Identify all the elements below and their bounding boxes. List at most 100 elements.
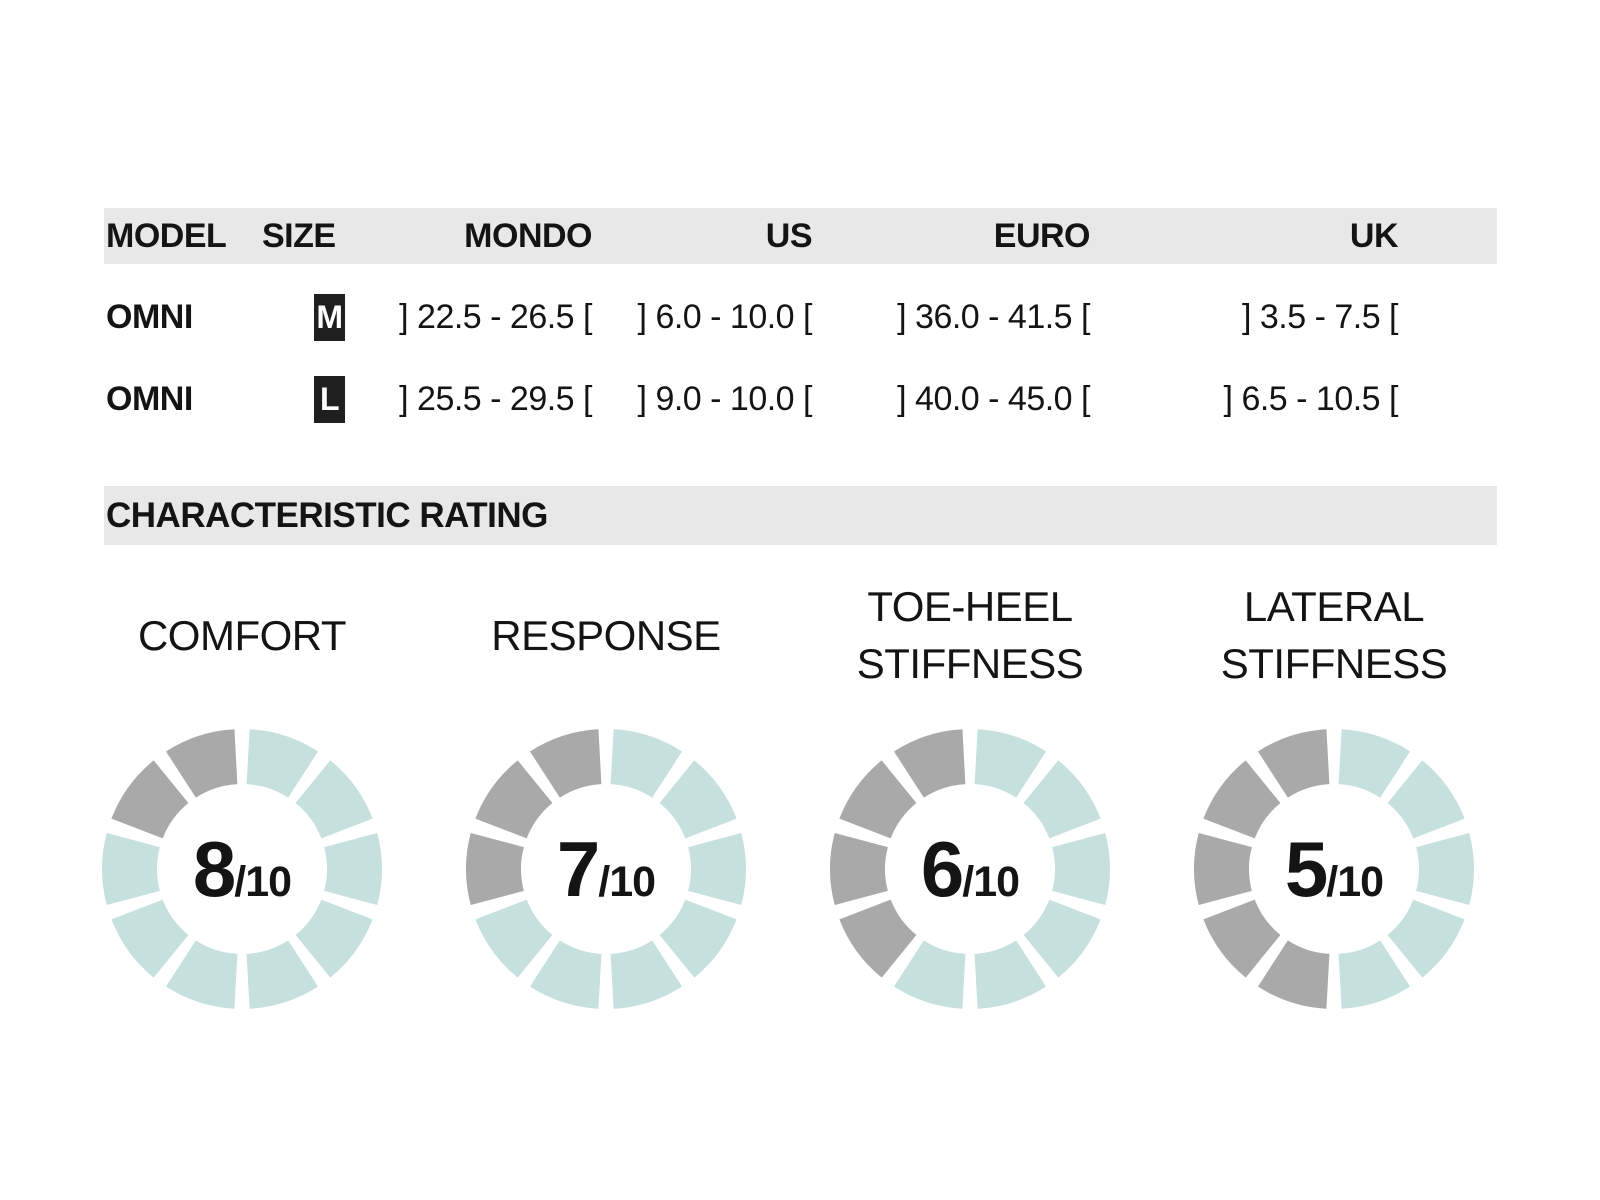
- rating-value-number: 5: [1284, 824, 1328, 913]
- header-size: SIZE: [262, 216, 336, 255]
- size-table: MODEL SIZE MONDO US EURO UK OMNI M ] 22.5 …: [104, 208, 1497, 440]
- rating-comfort: COMFORT 8/10: [60, 574, 424, 1014]
- rating-title-line: COMFORT: [137, 611, 347, 659]
- rating-value-denominator: /10: [234, 857, 292, 906]
- cell-model: OMNI: [106, 297, 193, 336]
- segment-filled: [475, 899, 553, 978]
- segment-filled: [610, 729, 683, 798]
- rating-value-number: 8: [192, 824, 236, 913]
- cell-euro: ] 36.0 - 41.5 [: [897, 297, 1090, 336]
- rating-value-group: 8/10: [192, 824, 292, 915]
- header-mondo: MONDO: [464, 216, 592, 255]
- rating-lateral-stiffness: LATERAL STIFFNESS 5/10: [1152, 574, 1516, 1014]
- segment-filled: [324, 833, 382, 905]
- response-donut-chart: 7/10: [461, 724, 751, 1014]
- segment-filled: [1338, 729, 1411, 798]
- segment-empty: [1203, 899, 1281, 978]
- response-donut-svg: [466, 729, 746, 1009]
- segment-empty: [893, 729, 966, 798]
- size-badge: M: [314, 293, 345, 341]
- segment-filled: [295, 760, 373, 839]
- cell-uk: ] 6.5 - 10.5 [: [1223, 379, 1399, 418]
- segment-filled: [111, 899, 189, 978]
- segment-filled: [1387, 899, 1465, 978]
- segment-filled: [659, 760, 737, 839]
- header-us: US: [765, 216, 813, 255]
- segment-filled: [688, 833, 746, 905]
- segment-filled: [246, 729, 319, 798]
- cell-model: OMNI: [106, 379, 193, 418]
- comfort-donut-chart: 8/10: [97, 724, 387, 1014]
- segment-empty: [1203, 760, 1281, 839]
- segment-filled: [1387, 760, 1465, 839]
- rating-title-toe-heel-stiffness: TOE-HEEL STIFFNESS: [857, 574, 1084, 696]
- segment-empty: [529, 729, 602, 798]
- segment-empty: [1194, 833, 1252, 905]
- section-title: CHARACTERISTIC RATING: [106, 495, 548, 535]
- rating-value-group: 5/10: [1284, 824, 1384, 915]
- response-rating-value: 7/10: [461, 724, 751, 1014]
- rating-title-response: RESPONSE: [491, 574, 721, 696]
- segment-filled: [1416, 833, 1474, 905]
- toe-heel-stiffness-donut-svg: [830, 729, 1110, 1009]
- cell-uk: ] 3.5 - 7.5 [: [1241, 297, 1399, 336]
- rating-value-number: 6: [920, 824, 964, 913]
- cell-size: L: [260, 375, 345, 423]
- segment-empty: [475, 760, 553, 839]
- cell-mondo: ] 25.5 - 29.5 [: [399, 379, 592, 418]
- segment-filled: [1023, 760, 1101, 839]
- segment-filled: [1052, 833, 1110, 905]
- header-model: MODEL: [106, 216, 227, 255]
- comfort-donut-svg: [102, 729, 382, 1009]
- rating-value-denominator: /10: [1326, 857, 1384, 906]
- section-title-bar: CHARACTERISTIC RATING: [104, 486, 1497, 545]
- rating-value-denominator: /10: [598, 857, 656, 906]
- comfort-rating-value: 8/10: [97, 724, 387, 1014]
- segment-empty: [466, 833, 524, 905]
- rating-title-lateral-stiffness: LATERAL STIFFNESS: [1221, 574, 1448, 696]
- rating-title-line: RESPONSE: [491, 611, 721, 659]
- cell-us: ] 6.0 - 10.0 [: [637, 297, 813, 336]
- segment-filled: [659, 899, 737, 978]
- rating-value-denominator: /10: [962, 857, 1020, 906]
- size-table-header-row: MODEL SIZE MONDO US EURO UK: [104, 208, 1497, 264]
- segment-filled: [974, 940, 1047, 1009]
- segment-filled: [246, 940, 319, 1009]
- segment-filled: [893, 940, 966, 1009]
- lateral-stiffness-donut-chart: 5/10: [1189, 724, 1479, 1014]
- segment-filled: [974, 729, 1047, 798]
- segment-empty: [165, 729, 238, 798]
- header-euro: EURO: [993, 216, 1091, 255]
- header-uk: UK: [1349, 216, 1399, 255]
- toe-heel-stiffness-donut-chart: 6/10: [825, 724, 1115, 1014]
- characteristic-ratings: COMFORT 8/10 RESPONSE 7/10 TOE-HEEL STIFFNESS…: [60, 574, 1516, 1014]
- cell-euro: ] 40.0 - 45.0 [: [897, 379, 1090, 418]
- rating-title-line: LATERAL: [1243, 583, 1425, 630]
- rating-value-number: 7: [556, 824, 600, 913]
- segment-filled: [610, 940, 683, 1009]
- table-row: OMNI L ] 25.5 - 29.5 [ ] 9.0 - 10.0 [ ] 40.0…: [104, 358, 1497, 440]
- segment-empty: [111, 760, 189, 839]
- segment-empty: [830, 833, 888, 905]
- segment-filled: [102, 833, 160, 905]
- size-table-body: OMNI M ] 22.5 - 26.5 [ ] 6.0 - 10.0 [ ] 36.0…: [104, 276, 1497, 440]
- cell-size: M: [260, 293, 345, 341]
- segment-empty: [839, 760, 917, 839]
- table-row: OMNI M ] 22.5 - 26.5 [ ] 6.0 - 10.0 [ ] 36.0…: [104, 276, 1497, 358]
- rating-value-group: 7/10: [556, 824, 656, 915]
- rating-title-line: STIFFNESS: [856, 640, 1084, 687]
- segment-empty: [1257, 729, 1330, 798]
- toe-heel-stiffness-rating-value: 6/10: [825, 724, 1115, 1014]
- cell-us: ] 9.0 - 10.0 [: [637, 379, 813, 418]
- rating-toe-heel-stiffness: TOE-HEEL STIFFNESS 6/10: [788, 574, 1152, 1014]
- segment-filled: [165, 940, 238, 1009]
- cell-mondo: ] 22.5 - 26.5 [: [399, 297, 592, 336]
- lateral-stiffness-donut-svg: [1194, 729, 1474, 1009]
- rating-title-line: STIFFNESS: [1220, 640, 1448, 687]
- segment-filled: [1338, 940, 1411, 1009]
- segment-filled: [529, 940, 602, 1009]
- lateral-stiffness-rating-value: 5/10: [1189, 724, 1479, 1014]
- rating-value-group: 6/10: [920, 824, 1020, 915]
- segment-filled: [295, 899, 373, 978]
